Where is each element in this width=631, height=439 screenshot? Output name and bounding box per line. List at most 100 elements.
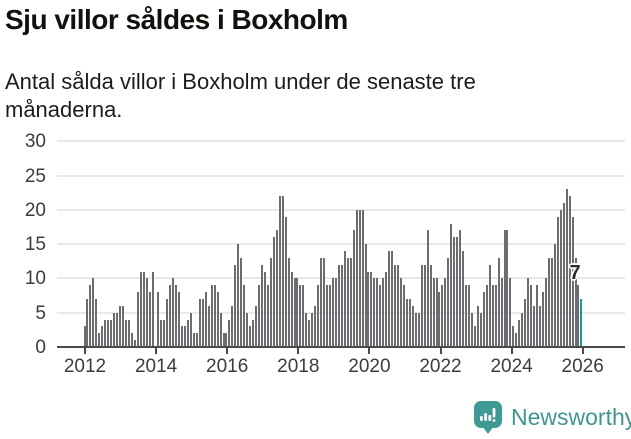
x-tick-label: 2014: [134, 356, 178, 377]
bar: [98, 333, 100, 347]
bar: [329, 285, 331, 347]
bar: [430, 265, 432, 347]
bar: [220, 313, 222, 347]
x-tick-label: 2016: [206, 356, 249, 377]
bar: [178, 292, 180, 347]
bar: [394, 265, 396, 347]
bar: [509, 278, 511, 347]
bar: [406, 299, 408, 347]
bar: [282, 196, 284, 347]
bar: [385, 272, 387, 347]
bar: [223, 333, 225, 347]
bar: [359, 210, 361, 347]
bar: [296, 278, 298, 347]
bar: [462, 251, 464, 347]
x-axis-tick: [155, 347, 158, 354]
bar: [237, 244, 239, 347]
bar: [264, 272, 266, 347]
y-tick-label: 25: [24, 165, 46, 187]
x-tick-label: 2022: [419, 356, 462, 377]
bar: [382, 278, 384, 347]
bar: [539, 306, 541, 347]
bar: [388, 251, 390, 347]
bar: [415, 313, 417, 347]
bar: [412, 306, 414, 347]
bar: [548, 258, 550, 347]
bar: [184, 326, 186, 347]
bar: [122, 306, 124, 347]
bar: [453, 237, 455, 347]
bar: [438, 292, 440, 347]
bar: [181, 326, 183, 347]
bar: [101, 326, 103, 347]
bar: [450, 224, 452, 347]
bar: [362, 210, 364, 347]
bar: [95, 299, 97, 347]
bar: [258, 285, 260, 347]
bar: [320, 258, 322, 347]
bar: [234, 265, 236, 347]
bar: [107, 320, 109, 347]
bar: [483, 292, 485, 347]
bar: [560, 210, 562, 347]
bar: [119, 306, 121, 347]
bar: [187, 320, 189, 347]
bar: [270, 258, 272, 347]
bar: [521, 313, 523, 347]
bar: [367, 272, 369, 347]
x-axis-tick: [581, 347, 584, 354]
bar: [356, 210, 358, 347]
bar: [205, 292, 207, 347]
bar: [261, 265, 263, 347]
bar: [421, 265, 423, 347]
bar: [563, 203, 565, 347]
bar: [495, 285, 497, 347]
bar: [308, 320, 310, 347]
bar: [110, 320, 112, 347]
bar: [551, 258, 553, 347]
bar: [459, 230, 461, 347]
bar: [317, 285, 319, 347]
bar: [376, 278, 378, 347]
bar: [305, 313, 307, 347]
bar: [370, 272, 372, 347]
newsworthy-brand: Newsworthy: [473, 399, 631, 435]
chart-subtitle: Antal sålda villor i Boxholm under de se…: [5, 69, 476, 122]
bar: [527, 278, 529, 347]
bar: [512, 326, 514, 347]
x-axis-tick: [368, 347, 371, 354]
bar: [335, 278, 337, 347]
bar: [332, 278, 334, 347]
bar: [424, 265, 426, 347]
bar: [397, 265, 399, 347]
bar: [391, 251, 393, 347]
bar: [175, 285, 177, 347]
bar: [196, 333, 198, 347]
bar: [240, 258, 242, 347]
bar: [143, 272, 145, 347]
bar: [575, 258, 577, 347]
bar: [299, 285, 301, 347]
gridline: [57, 243, 625, 246]
bar: [403, 285, 405, 347]
bar: [347, 258, 349, 347]
bar: [125, 320, 127, 347]
last-value-annotation: 7: [569, 262, 581, 284]
x-tick-label: 2012: [63, 356, 107, 377]
bar: [492, 285, 494, 347]
bar: [255, 306, 257, 347]
bar: [208, 306, 210, 347]
bar: [160, 320, 162, 347]
bar: [518, 320, 520, 347]
bar: [400, 278, 402, 347]
gridline: [57, 140, 625, 143]
x-axis-line: [57, 346, 625, 348]
bar: [557, 217, 559, 347]
bar: [311, 313, 313, 347]
bar: [89, 285, 91, 347]
bar: [436, 278, 438, 347]
bar: [246, 313, 248, 347]
bar: [447, 258, 449, 347]
x-tick-label: 2024: [490, 356, 533, 377]
bar: [444, 278, 446, 347]
